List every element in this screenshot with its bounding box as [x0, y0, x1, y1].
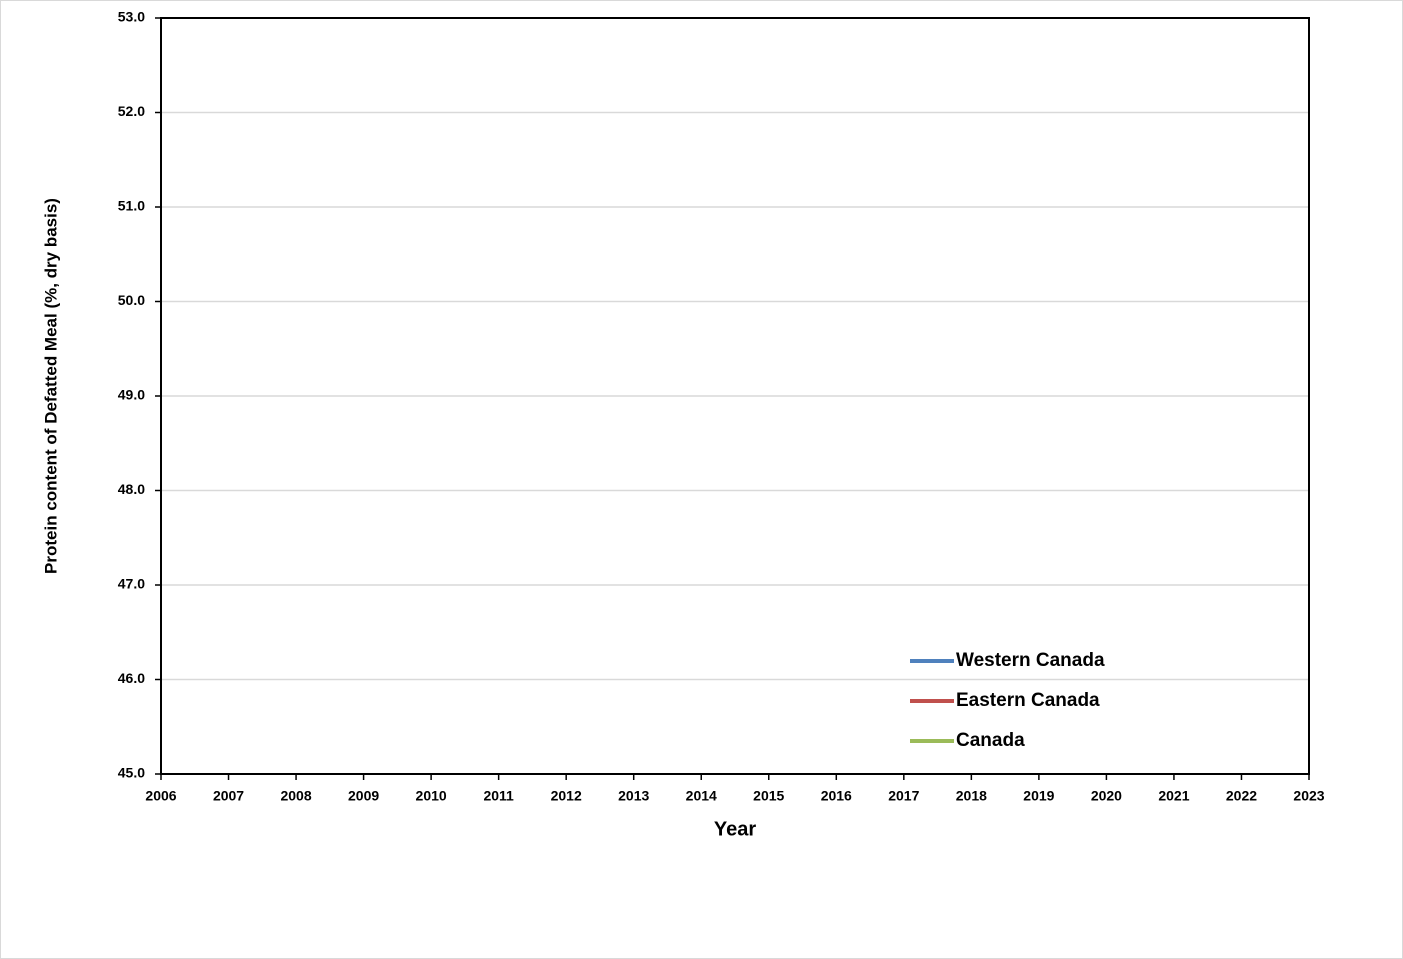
x-tick-label: 2020 [1091, 788, 1122, 804]
y-tick-label: 53.0 [118, 9, 145, 25]
y-tick-label: 52.0 [118, 103, 145, 119]
y-tick-label: 49.0 [118, 387, 145, 403]
x-tick-label: 2012 [551, 788, 582, 804]
x-tick-label: 2009 [348, 788, 379, 804]
x-tick-label: 2013 [618, 788, 649, 804]
y-axis-label: Protein content of Defatted Meal (%, dry… [41, 198, 60, 574]
x-tick-label: 2008 [280, 788, 311, 804]
y-tick-label: 51.0 [118, 198, 145, 214]
y-tick-label: 48.0 [118, 481, 145, 497]
legend-label: Western Canada [956, 650, 1105, 671]
x-tick-label: 2007 [213, 788, 244, 804]
x-tick-label: 2021 [1158, 788, 1189, 804]
x-tick-label: 2015 [753, 788, 784, 804]
x-tick-label: 2019 [1023, 788, 1054, 804]
y-tick-label: 47.0 [118, 576, 145, 592]
x-tick-label: 2011 [483, 788, 514, 804]
legend-label: Eastern Canada [956, 690, 1100, 711]
x-tick-label: 2006 [145, 788, 176, 804]
x-tick-label: 2023 [1293, 788, 1324, 804]
x-axis-label: Year [714, 818, 756, 840]
x-tick-label: 2022 [1226, 788, 1257, 804]
x-tick-label: 2010 [416, 788, 447, 804]
legend-label: Canada [956, 730, 1025, 751]
y-tick-label: 50.0 [118, 292, 145, 308]
x-tick-label: 2017 [888, 788, 919, 804]
x-tick-label: 2014 [686, 788, 717, 804]
x-tick-label: 2018 [956, 788, 987, 804]
plot-frame [160, 17, 1310, 775]
x-tick-label: 2016 [821, 788, 852, 804]
y-tick-label: 46.0 [118, 670, 145, 686]
y-tick-label: 45.0 [118, 765, 145, 781]
